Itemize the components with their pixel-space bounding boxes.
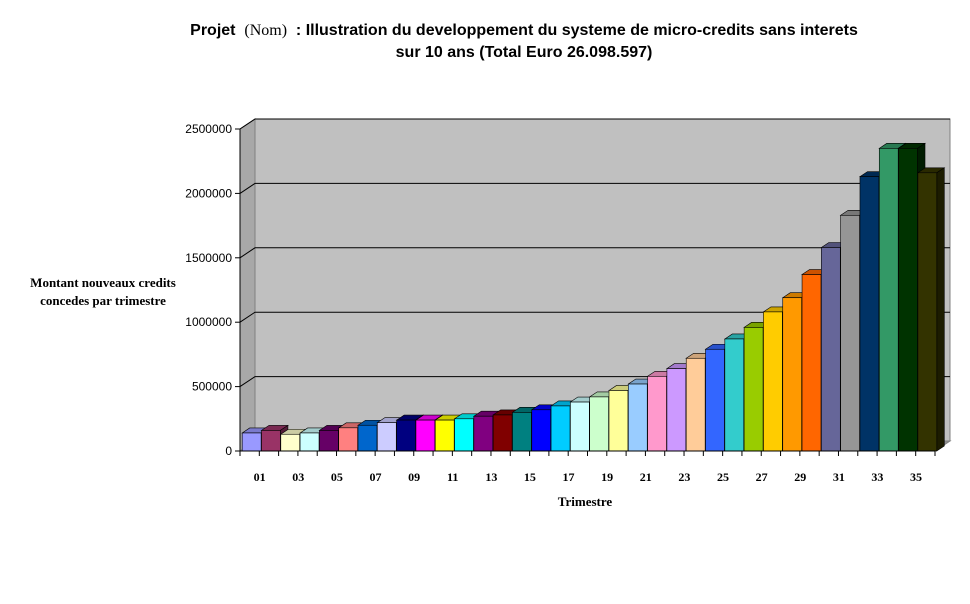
bars	[241, 142, 946, 452]
bar-front	[415, 419, 436, 452]
y-tick-label: 1000000	[185, 315, 232, 329]
side-wall	[239, 118, 256, 452]
bar-front	[454, 418, 474, 452]
y-tick-label: 2500000	[185, 122, 232, 136]
bar-front	[473, 415, 494, 452]
gridline	[239, 182, 950, 194]
bar-front	[396, 419, 416, 452]
x-tick-label: 09	[408, 470, 420, 484]
bar-front	[434, 419, 455, 452]
bar-front	[705, 348, 725, 452]
bar-front	[898, 148, 918, 452]
x-axis-label: Trimestre	[557, 494, 613, 509]
bar-front	[357, 424, 378, 452]
bar-front	[647, 375, 667, 452]
y-axis-label-line2: concedes par trimestre	[40, 293, 166, 308]
x-tick-label: 25	[717, 470, 729, 484]
title-prefix: Projet	[190, 22, 236, 39]
bar-front	[492, 414, 513, 452]
bar-front	[280, 433, 301, 452]
x-tick-label: 21	[640, 470, 652, 484]
bar-front	[917, 172, 938, 452]
bar-front	[840, 214, 860, 452]
bar-front	[377, 422, 397, 452]
y-tick-label: 0	[225, 444, 232, 458]
bar-front	[878, 148, 899, 452]
bar-front	[666, 368, 687, 452]
bar-front	[782, 297, 802, 452]
bar-front	[628, 383, 648, 452]
x-tick-label: 03	[292, 470, 304, 484]
x-tick-label: 11	[447, 470, 458, 484]
y-tick-label: 1500000	[185, 251, 232, 265]
bar-front	[241, 432, 262, 452]
gridlines	[239, 118, 950, 388]
x-tick-label: 13	[485, 470, 497, 484]
x-tick-label: 01	[254, 470, 266, 484]
x-tick-label: 19	[601, 470, 613, 484]
title-rest: : Illustration du developpement du syste…	[295, 22, 858, 39]
bar	[916, 167, 946, 452]
y-tick-label: 500000	[192, 380, 232, 394]
bar-front	[261, 430, 281, 452]
bar-front	[821, 247, 841, 452]
gridline	[239, 311, 950, 323]
y-axis-label-line1: Montant nouveaux credits	[30, 275, 176, 290]
bar-front	[685, 357, 706, 452]
bar-front	[763, 311, 783, 452]
x-tick-label: 29	[794, 470, 806, 484]
bar-front	[608, 390, 629, 452]
bar-front	[319, 430, 339, 452]
bar-front	[570, 401, 590, 452]
chart-title: Projet (Nom) : Illustration du developpe…	[0, 20, 970, 64]
y-axis-label: Montant nouveaux credits concedes par tr…	[10, 274, 196, 310]
bar-front	[801, 274, 822, 452]
x-ticks: 01 03 05 07 09 11 13 15 17 19 21 23 25 27 29 31 33 35	[239, 451, 936, 484]
gridline	[239, 247, 950, 259]
bar-front	[512, 412, 532, 452]
gridline	[239, 118, 950, 130]
title-nom: (Nom)	[244, 22, 288, 39]
bar-front	[299, 432, 320, 452]
bar-front	[859, 176, 880, 452]
x-tick-label: 27	[756, 470, 768, 484]
x-tick-label: 15	[524, 470, 536, 484]
bar-front	[338, 427, 358, 452]
bar-front	[589, 396, 609, 452]
x-tick-label: 31	[833, 470, 845, 484]
x-tick-label: 17	[563, 470, 575, 484]
y-tick-label: 2000000	[185, 186, 232, 200]
chart-title-line1: Projet (Nom) : Illustration du developpe…	[0, 20, 970, 42]
bar-front	[531, 409, 551, 452]
x-tick-label: 23	[678, 470, 690, 484]
bar-front	[724, 338, 745, 452]
x-tick-label: 33	[871, 470, 883, 484]
x-tick-label: 05	[331, 470, 343, 484]
y-ticks: 0 500000 1000000 1500000 2000000 2500000	[185, 122, 240, 458]
bar-front	[743, 327, 764, 452]
bar-front	[550, 405, 571, 452]
x-tick-label: 35	[910, 470, 922, 484]
x-tick-label: 07	[369, 470, 381, 484]
bar-side	[936, 167, 945, 452]
chart-title-line2: sur 10 ans (Total Euro 26.098.597)	[395, 44, 653, 61]
